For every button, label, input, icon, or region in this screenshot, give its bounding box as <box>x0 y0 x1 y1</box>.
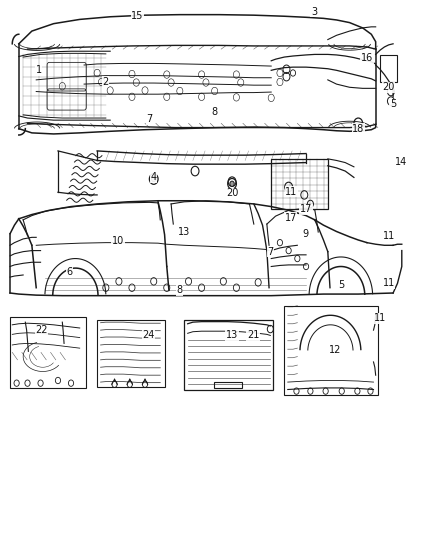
Bar <box>10 317 86 389</box>
Text: 11: 11 <box>383 231 395 241</box>
Text: 13: 13 <box>178 227 190 237</box>
Bar <box>271 159 328 209</box>
Text: 1: 1 <box>36 66 42 75</box>
Text: 17: 17 <box>300 204 312 214</box>
Text: 3: 3 <box>311 7 317 17</box>
Text: 15: 15 <box>131 11 143 21</box>
Circle shape <box>230 181 234 187</box>
Text: 18: 18 <box>352 124 364 134</box>
Text: 14: 14 <box>395 157 407 167</box>
Bar <box>380 55 397 82</box>
Text: 11: 11 <box>374 313 386 324</box>
Text: 8: 8 <box>212 107 218 117</box>
Text: 5: 5 <box>390 99 396 109</box>
Bar <box>97 319 165 387</box>
Bar <box>214 382 242 389</box>
Text: 12: 12 <box>328 345 341 355</box>
Text: 6: 6 <box>66 267 72 277</box>
Text: 4: 4 <box>151 172 157 182</box>
Text: 17: 17 <box>285 213 297 223</box>
Text: 2: 2 <box>103 77 109 87</box>
Bar <box>184 319 273 390</box>
Text: 24: 24 <box>142 330 155 341</box>
Text: 7: 7 <box>146 114 152 124</box>
Text: 13: 13 <box>226 330 238 341</box>
Text: 5: 5 <box>339 280 345 290</box>
Text: 20: 20 <box>382 82 395 92</box>
Text: 22: 22 <box>35 325 48 335</box>
Text: 7: 7 <box>267 247 273 257</box>
Bar <box>284 306 378 395</box>
Text: 11: 11 <box>285 187 297 197</box>
Circle shape <box>152 176 156 182</box>
Text: 9: 9 <box>302 229 308 239</box>
Text: 8: 8 <box>177 285 183 295</box>
Text: 21: 21 <box>247 330 259 341</box>
Text: 16: 16 <box>361 53 373 63</box>
Text: 20: 20 <box>226 188 238 198</box>
Text: 10: 10 <box>112 236 124 246</box>
Text: 11: 11 <box>383 278 395 288</box>
